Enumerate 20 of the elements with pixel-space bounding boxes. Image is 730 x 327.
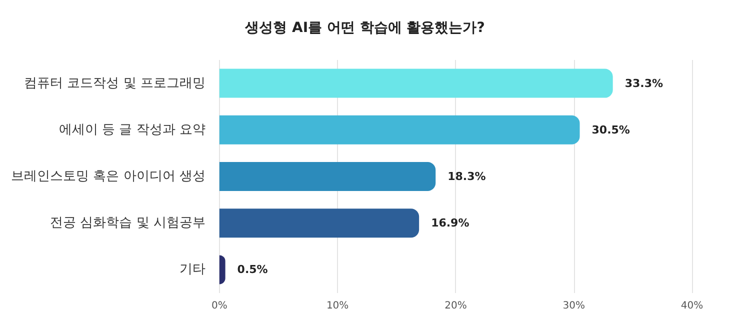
x-tick-label: 20% bbox=[444, 300, 467, 312]
data-label: 30.5% bbox=[592, 123, 630, 136]
x-tick-label: 40% bbox=[680, 300, 704, 312]
bar bbox=[219, 208, 420, 238]
bar bbox=[219, 68, 613, 98]
x-tick-label: 10% bbox=[326, 300, 349, 312]
y-tick-label: 기타 bbox=[179, 262, 206, 278]
bar bbox=[219, 115, 580, 144]
y-tick-label: 브레인스토밍 혹은 아이디어 생성 bbox=[10, 169, 206, 184]
y-tick-label: 에세이 등 글 작성과 요약 bbox=[58, 122, 206, 138]
x-tick-label: 30% bbox=[562, 300, 585, 312]
y-tick-label: 컴퓨터 코드작성 및 프로그래밍 bbox=[24, 76, 206, 91]
x-tick-label: 0% bbox=[211, 300, 228, 312]
data-label: 33.3% bbox=[624, 76, 664, 90]
data-label: 16.9% bbox=[431, 216, 470, 230]
chart-title: 생성형 AI를 어떤 학습에 활용했는가? bbox=[244, 20, 485, 36]
bar bbox=[219, 162, 436, 191]
y-tick-label: 전공 심화학습 및 시험공부 bbox=[50, 216, 206, 231]
data-label: 18.3% bbox=[448, 170, 486, 183]
data-label: 0.5% bbox=[237, 263, 268, 276]
